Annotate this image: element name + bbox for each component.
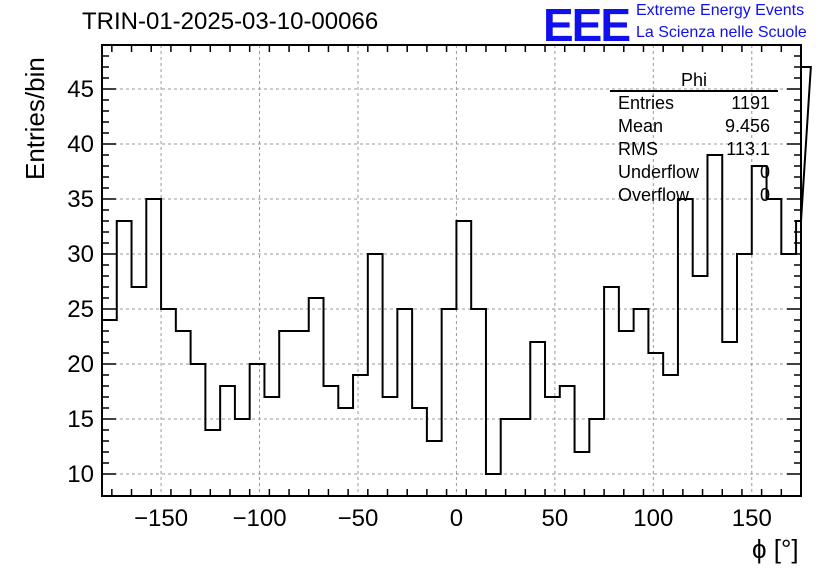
eee-logo: EEE [543,0,631,51]
stats-row: Entries 1191 [610,92,778,115]
stats-row: RMS 113.1 [610,138,778,161]
y-tick-label: 30 [67,241,94,268]
x-tick-label: 150 [732,505,772,532]
y-tick-label: 45 [67,76,94,103]
stats-value: 113.1 [726,139,770,159]
logo-subtitle-1: Extreme Energy Events [636,2,805,19]
stats-label: Overflow [618,185,690,205]
stats-box: Phi Entries 1191 Mean 9.456 RMS 113.1 Under… [610,70,778,207]
y-tick-label: 15 [67,406,94,433]
stats-row: Mean 9.456 [610,115,778,138]
stats-value: 1191 [731,93,770,113]
logo-subtitle-2: La Scienza nelle Scuole [636,24,807,41]
stats-label: Mean [618,116,664,136]
histogram-line [101,66,812,496]
stats-label: Underflow [618,162,700,182]
y-tick-label: 40 [67,131,94,158]
stats-title: Phi [610,70,778,92]
stats-row: Underflow 0 [610,161,778,184]
plot-frame [101,44,802,497]
x-tick-label: 50 [542,505,569,532]
stats-label: Entries [618,93,675,113]
y-tick-label: 25 [67,296,94,323]
stats-label: RMS [618,139,658,159]
stats-row: Overflow 0 [610,184,778,207]
x-tick-label: −150 [134,505,188,532]
stats-value: 0 [759,162,770,182]
x-axis-label: ϕ [°] [752,534,799,564]
y-tick-label: 10 [67,461,94,488]
stats-value: 9.456 [724,116,770,136]
chart-title: TRIN-01-2025-03-10-00066 [82,8,379,35]
y-tick-label: 20 [67,351,94,378]
y-axis-label: Entries/bin [20,57,50,180]
x-tick-label: 0 [450,505,463,532]
x-tick-label: −100 [232,505,286,532]
x-tick-label: −50 [338,505,379,532]
y-tick-label: 35 [67,186,94,213]
stats-value: 0 [759,185,770,205]
x-tick-label: 100 [633,505,673,532]
